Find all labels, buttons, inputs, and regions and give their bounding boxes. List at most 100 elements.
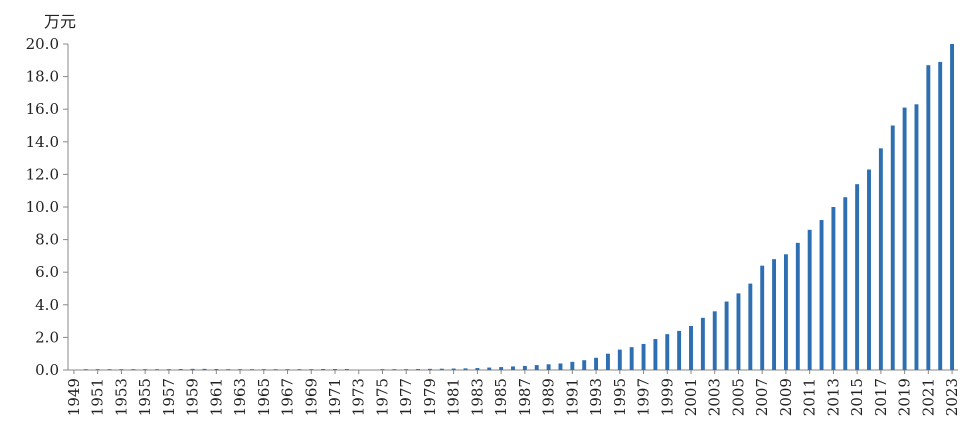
- x-tick-label: 1961: [207, 378, 225, 416]
- bar-2002: [700, 317, 705, 370]
- bar-2015: [855, 184, 860, 370]
- x-tick-label: 2011: [801, 378, 819, 416]
- bar-1987: [522, 365, 527, 370]
- y-tick-label: 18.0: [26, 68, 59, 86]
- y-axis-unit-label: 万元: [44, 12, 77, 31]
- y-tick-label: 20.0: [26, 35, 59, 53]
- x-tick-label: 1975: [373, 378, 391, 416]
- bar-1998: [653, 339, 658, 370]
- bar-1997: [641, 343, 646, 370]
- bar-1972: [344, 369, 349, 370]
- y-tick-label: 12.0: [26, 165, 59, 183]
- bar-1961: [214, 369, 219, 370]
- bar-1952: [107, 369, 112, 370]
- bar-2006: [748, 283, 753, 370]
- x-tick-label: 2009: [777, 378, 795, 416]
- x-tick-label: 1981: [445, 378, 463, 416]
- bar-1978: [416, 369, 421, 370]
- y-tick-label: 2.0: [35, 328, 59, 346]
- bar-1999: [665, 334, 670, 370]
- bar-2007: [760, 265, 765, 370]
- x-tick-label: 1957: [160, 378, 178, 416]
- bar-1992: [582, 360, 587, 370]
- x-tick-label: 1967: [279, 378, 297, 416]
- bar-2021: [926, 65, 931, 370]
- x-tick-label: 1959: [184, 378, 202, 416]
- bar-2000: [677, 330, 682, 370]
- bar-2001: [689, 325, 693, 370]
- bar-1994: [605, 353, 610, 370]
- bar-1954: [131, 369, 136, 370]
- bar-2018: [890, 125, 895, 370]
- x-tick-label: 2001: [682, 378, 700, 416]
- x-tick-label: 1979: [421, 378, 439, 416]
- bar-2023: [950, 44, 955, 370]
- x-tick-label: 1995: [611, 378, 629, 416]
- bar-1984: [487, 367, 492, 370]
- bar-1971: [333, 369, 337, 370]
- x-tick-label: 2019: [896, 378, 914, 416]
- x-tick-label: 2013: [824, 378, 842, 416]
- bar-2008: [772, 259, 777, 370]
- bar-2009: [783, 254, 788, 370]
- x-tick-label: 1965: [255, 378, 273, 416]
- bar-1979: [427, 368, 432, 370]
- bar-1963: [238, 369, 243, 370]
- bar-1956: [155, 369, 159, 370]
- bar-2022: [938, 61, 943, 371]
- bar-1977: [404, 369, 409, 370]
- bar-1996: [629, 347, 634, 370]
- x-tick-label: 1991: [563, 378, 581, 416]
- y-tick-label: 4.0: [35, 296, 59, 314]
- bar-1982: [463, 368, 468, 370]
- bar-1989: [546, 364, 551, 370]
- bar-2004: [724, 301, 729, 370]
- bar-1962: [226, 369, 231, 370]
- x-tick-label: 1983: [468, 378, 486, 416]
- x-tick-label: 1969: [302, 378, 320, 416]
- bar-2013: [831, 207, 836, 370]
- y-tick-label: 14.0: [26, 133, 59, 151]
- y-axis: 0.0 2.0 4.0 6.0 8.0 10.0 12.0 14.0 16.0 18.0 20.0: [26, 35, 69, 379]
- x-axis: 1949 1951 1953 1955 1957 1959 1961 1963 1965 1967…: [65, 369, 961, 416]
- bar-1953: [119, 369, 124, 370]
- bar-2019: [902, 107, 907, 370]
- y-tick-label: 0.0: [35, 361, 59, 379]
- bar-1959: [190, 368, 195, 370]
- bar-1986: [511, 366, 515, 370]
- bar-1955: [143, 369, 148, 370]
- y-tick-label: 16.0: [26, 100, 59, 118]
- bar-1995: [617, 349, 622, 370]
- bar-1964: [249, 369, 254, 370]
- x-tick-label: 2023: [943, 378, 961, 416]
- x-tick-label: 1985: [492, 378, 510, 416]
- bar-1966: [273, 369, 278, 370]
- bar-1993: [594, 357, 599, 370]
- bar-2020: [914, 104, 919, 370]
- bar-1991: [570, 361, 575, 370]
- x-tick-label: 1971: [326, 378, 344, 416]
- bar-1957: [166, 369, 171, 370]
- bar-1970: [321, 369, 326, 370]
- x-tick-label: 2003: [706, 378, 724, 416]
- bar-2011: [807, 229, 812, 370]
- bar-1976: [392, 369, 397, 370]
- bar-1969: [309, 369, 314, 370]
- bar-1981: [451, 368, 456, 370]
- bar-1951: [95, 369, 100, 370]
- x-tick-label: 1993: [587, 378, 605, 416]
- bar-1980: [439, 368, 444, 370]
- bar-1965: [261, 369, 266, 370]
- bar-1975: [380, 369, 385, 370]
- x-tick-label: 1989: [540, 378, 558, 416]
- x-tick-label: 1949: [65, 378, 83, 416]
- x-tick-label: 1987: [516, 378, 534, 416]
- x-tick-label: 2007: [753, 378, 771, 416]
- x-tick-label: 1997: [635, 378, 653, 416]
- bar-2010: [795, 242, 800, 370]
- bar-1990: [558, 363, 563, 370]
- x-tick-label: 1999: [658, 378, 676, 416]
- bar-1983: [475, 368, 480, 370]
- y-tick-label: 6.0: [35, 263, 59, 281]
